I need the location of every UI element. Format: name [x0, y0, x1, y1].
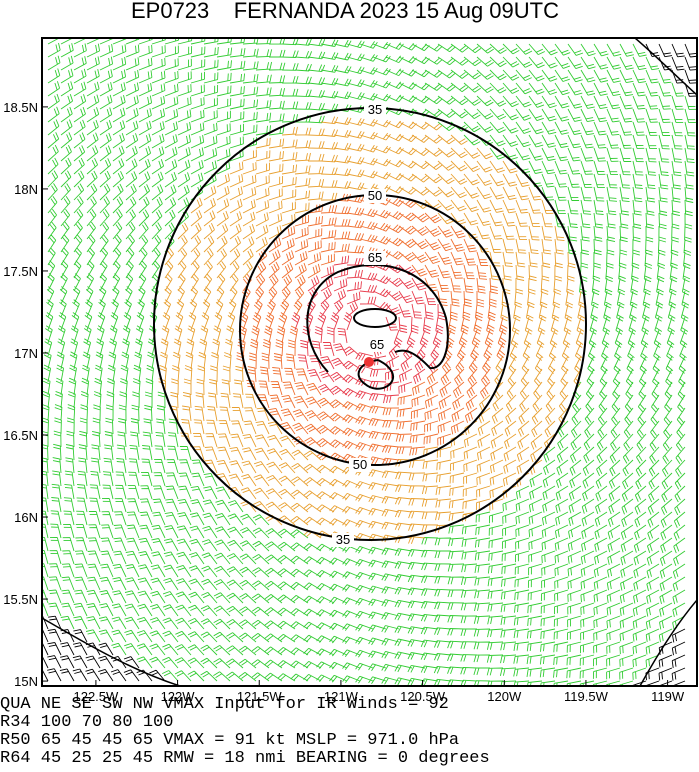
y-tick-label: 17.5N	[3, 264, 38, 279]
contour-label: 35	[368, 102, 382, 117]
x-tick-label: 121W	[324, 689, 359, 704]
contour-65	[306, 264, 449, 373]
x-tick-label: 122.5W	[73, 689, 119, 704]
x-tick-label: 121.5W	[237, 689, 283, 704]
y-tick-label: 15N	[14, 674, 38, 689]
barb-group	[291, 255, 446, 404]
contour-label: 65	[370, 337, 384, 352]
info-line: R34 100 70 80 100	[0, 713, 173, 732]
barb-group	[158, 116, 586, 544]
contour-label: 35	[336, 532, 350, 547]
y-tick-label: 17N	[14, 346, 38, 361]
info-line: QUA NE SE SW NW VMAX Input for IR Winds …	[0, 695, 449, 714]
contour-label: 65	[368, 250, 382, 265]
x-tick-label: 120W	[487, 689, 522, 704]
x-tick-label: 119.5W	[564, 689, 609, 704]
contour-65-eye	[353, 308, 397, 328]
x-tick-label: 122W	[161, 689, 196, 704]
contour-label: 50	[368, 188, 382, 203]
coast	[634, 38, 697, 96]
title: EP0723 FERNANDA 2023 15 Aug 09UTC	[131, 0, 559, 23]
x-tick-label: 120.5W	[400, 689, 446, 704]
axes: 122.5W 122W 121.5W 121W 120.5W 120W 119.5W 119W…	[3, 100, 685, 704]
info-line: R64 45 25 25 45 RMW = 18 nmi BEARING = 0…	[0, 749, 490, 768]
y-tick-label: 16N	[14, 510, 38, 525]
info-line: R50 65 45 45 65 VMAX = 91 kt MSLP = 971.…	[0, 731, 459, 750]
contour-65-inner	[357, 359, 395, 390]
contours	[42, 38, 697, 686]
y-tick-label: 18.5N	[3, 100, 38, 115]
contour-label: 50	[353, 457, 367, 472]
contour-labels: 35 50 65 35 50 65	[332, 102, 388, 547]
storm-center	[364, 357, 374, 367]
info-text: QUA NE SE SW NW VMAX Input for IR Winds …	[0, 695, 490, 768]
y-tick-label: 15.5N	[3, 592, 38, 607]
coast	[639, 599, 697, 686]
y-tick-label: 16.5N	[3, 428, 38, 443]
x-tick-label: 119W	[651, 689, 685, 704]
y-tick-label: 18N	[14, 182, 38, 197]
coast	[42, 617, 181, 686]
plot-frame	[41, 37, 698, 687]
